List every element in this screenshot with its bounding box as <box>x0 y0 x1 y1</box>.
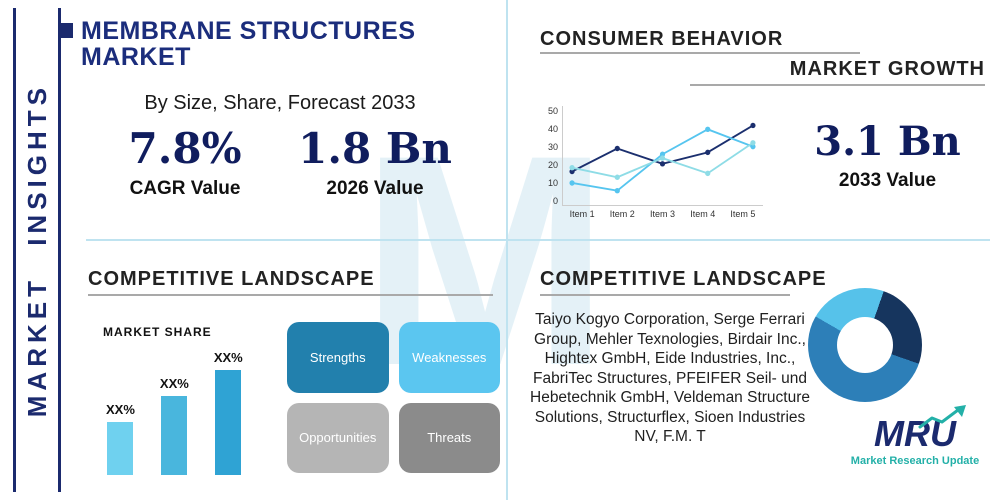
bar-column: XX% <box>160 376 189 475</box>
donut-chart <box>808 288 922 402</box>
x-tick-label: Item 3 <box>650 209 676 219</box>
competitive-landscape-right-underline <box>540 294 790 296</box>
stat-2033: 3.1 Bn 2033 Value <box>800 118 975 192</box>
cagr-value: 7.8% <box>128 124 242 173</box>
line-chart-plot <box>562 106 763 206</box>
sidebar-left-rule <box>13 8 16 492</box>
competitive-landscape-left-underline <box>88 294 493 296</box>
swot-threats-card: Threats <box>398 402 500 473</box>
competitive-landscape-right-heading: COMPETITIVE LANDSCAPE <box>540 268 827 290</box>
y-tick-label: 10 <box>547 178 558 188</box>
logo-tagline: Market Research Update <box>850 454 980 467</box>
page-title: MEMBRANE STRUCTURES MARKET <box>81 17 416 72</box>
value-2026-label: 2026 Value <box>326 178 424 200</box>
line-chart: 50 40 30 20 10 0 Item 1 Item 2 Item 3 Item 4 Item… <box>538 106 763 222</box>
bar-column: XX% <box>106 402 135 475</box>
line-chart-x-axis: Item 1 Item 2 Item 3 Item 4 Item 5 <box>562 206 763 222</box>
swot-grid: Strengths Weaknesses Opportunities Threa… <box>287 322 500 473</box>
swot-strengths-card: Strengths <box>287 322 389 393</box>
y-tick-label: 0 <box>552 196 558 206</box>
bar-value-label: XX% <box>159 376 189 391</box>
market-growth-underline <box>690 84 985 86</box>
x-tick-label: Item 4 <box>690 209 716 219</box>
brand-logo: MRU Market Research Update <box>840 405 990 467</box>
bar-value-label: XX% <box>213 350 243 365</box>
y-tick-label: 50 <box>547 106 558 116</box>
value-2026: 1.8 Bn <box>298 124 452 173</box>
consumer-behavior-heading: CONSUMER BEHAVIOR <box>540 28 784 50</box>
market-share-label: MARKET SHARE <box>103 325 212 339</box>
value-2033-label: 2033 Value <box>838 170 937 191</box>
bar <box>107 422 134 475</box>
market-share-bar-chart: XX% XX% XX% <box>100 345 260 475</box>
header: MEMBRANE STRUCTURES MARKET <box>58 18 498 71</box>
bar-column: XX% <box>214 350 243 475</box>
sidebar-right-rule <box>58 8 61 492</box>
swot-opportunities-card: Opportunities <box>287 402 389 473</box>
logo-trend-arrow-icon <box>918 405 966 429</box>
swot-weaknesses-card: Weaknesses <box>398 322 500 393</box>
page-subtitle: By Size, Share, Forecast 2033 <box>144 92 416 114</box>
y-tick-label: 20 <box>547 160 558 170</box>
line-chart-y-axis: 50 40 30 20 10 0 <box>538 106 562 206</box>
stat-2026: 1.8 Bn 2026 Value <box>280 124 470 200</box>
horizontal-divider <box>86 239 990 241</box>
y-tick-label: 30 <box>547 142 558 152</box>
logo-wordmark: MRU <box>874 405 966 454</box>
bar <box>161 396 188 475</box>
bar <box>215 370 242 475</box>
market-growth-heading: MARKET GROWTH <box>789 58 985 80</box>
value-2033: 3.1 Bn <box>814 118 961 165</box>
bar-value-label: XX% <box>106 402 135 417</box>
x-tick-label: Item 5 <box>730 209 756 219</box>
title-bullet-square <box>58 23 73 38</box>
stat-cagr: 7.8% CAGR Value <box>90 124 280 200</box>
x-tick-label: Item 1 <box>569 209 595 219</box>
sidebar-vertical-title: MARKET INSIGHTS <box>21 82 52 418</box>
competitive-landscape-left-heading: COMPETITIVE LANDSCAPE <box>88 268 375 290</box>
consumer-behavior-underline <box>540 52 860 54</box>
stats-row: 7.8% CAGR Value 1.8 Bn 2026 Value <box>90 124 470 200</box>
x-tick-label: Item 2 <box>609 209 635 219</box>
company-list: Taiyo Kogyo Corporation, Serge Ferrari G… <box>530 311 810 445</box>
y-tick-label: 40 <box>547 124 558 134</box>
donut-hole <box>837 317 893 373</box>
vertical-divider <box>506 0 508 500</box>
cagr-label: CAGR Value <box>129 178 241 200</box>
